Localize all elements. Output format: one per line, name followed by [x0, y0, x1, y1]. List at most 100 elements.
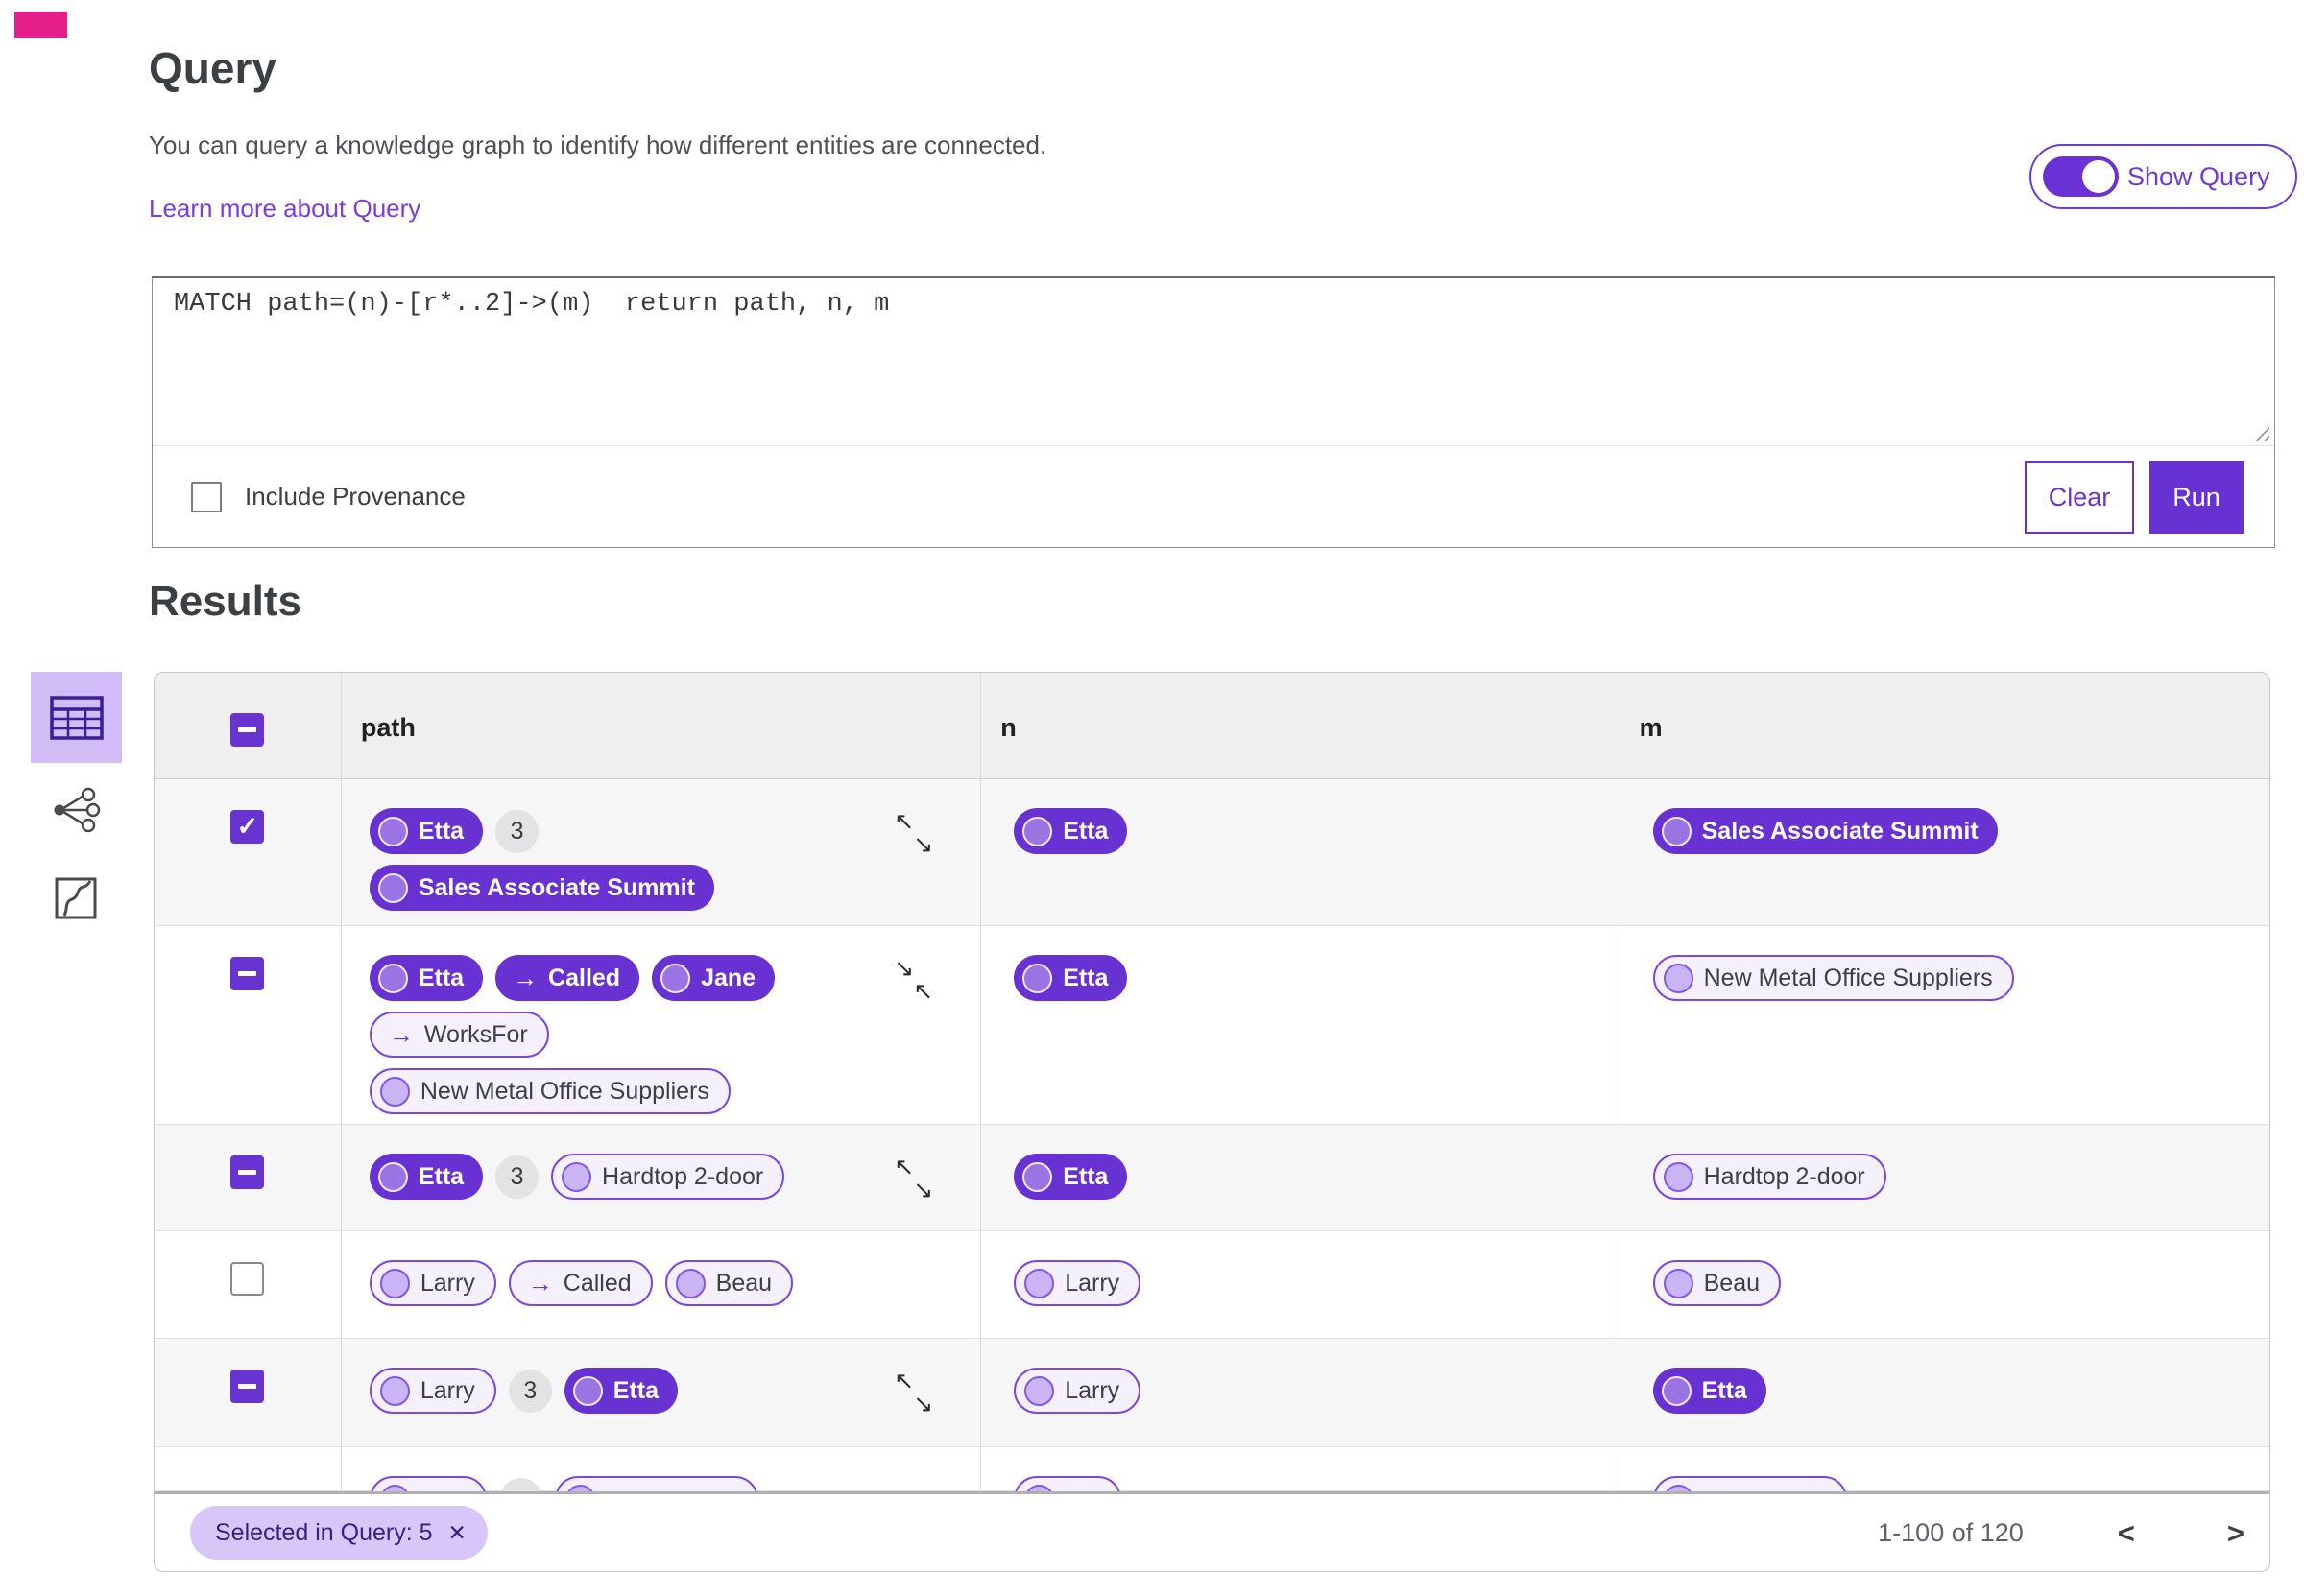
node-pill[interactable]: Jane: [652, 955, 776, 1001]
header-cell-n: n: [981, 673, 1620, 778]
node-circle-icon: [1022, 1161, 1053, 1192]
node-pill[interactable]: Beau: [664, 1260, 794, 1306]
node-circle-icon: [377, 872, 408, 903]
map-view-icon: [55, 877, 97, 919]
pill-label: Larry: [420, 1376, 475, 1404]
toggle-track-icon[interactable]: [2043, 156, 2119, 197]
selected-in-query-chip[interactable]: Selected in Query: 5 ✕: [190, 1506, 488, 1560]
query-input[interactable]: MATCH path=(n)-[r*..2]->(m) return path,…: [172, 288, 2249, 436]
row-checkbox[interactable]: ✓: [230, 810, 265, 844]
cell-line: [1014, 1476, 1619, 1491]
view-switch-table[interactable]: [31, 672, 122, 763]
table-cell-n: Larry: [981, 1339, 1620, 1446]
expand-icon[interactable]: ↖ ↘: [894, 1155, 940, 1205]
node-pill[interactable]: New Metal Office Suppliers: [1652, 955, 2014, 1001]
cell-line: Etta: [1014, 808, 1619, 854]
edge-pill[interactable]: → Called: [508, 1260, 653, 1306]
previous-page-button[interactable]: <: [2117, 1515, 2135, 1550]
node-circle-icon: [1024, 1268, 1055, 1298]
node-circle-icon: [1024, 1375, 1055, 1406]
table-cell-path: Larry 3 Etta ↖ ↘: [342, 1339, 982, 1446]
node-pill[interactable]: Etta: [369, 808, 484, 854]
show-query-toggle[interactable]: Show Query: [2029, 144, 2297, 209]
node-pill[interactable]: Etta: [1014, 1154, 1128, 1200]
node-circle-icon: [377, 816, 408, 846]
resize-handle-icon[interactable]: [2250, 424, 2269, 441]
arrow-glyph: ↖: [894, 1154, 915, 1180]
row-select-cell: [155, 926, 342, 1124]
node-pill[interactable]: Etta: [1014, 808, 1128, 854]
node-circle-icon: [379, 1484, 410, 1491]
node-pill[interactable]: [369, 1476, 487, 1491]
view-switch-map[interactable]: [52, 875, 100, 921]
node-pill[interactable]: Etta: [369, 1154, 484, 1200]
next-page-button[interactable]: >: [2226, 1515, 2244, 1550]
node-circle-icon: [1663, 963, 1693, 993]
row-select-cell: [155, 1447, 342, 1490]
pill-label: Called: [563, 1269, 632, 1297]
pill-label: Hardtop 2-door: [1703, 1162, 1865, 1190]
expand-icon[interactable]: ↖ ↘: [894, 1370, 940, 1419]
chip-label: Selected in Query: 5: [215, 1518, 433, 1546]
select-all-checkbox[interactable]: [230, 713, 265, 747]
row-select-cell: [155, 1339, 342, 1446]
arrow-right-icon: →: [513, 964, 539, 992]
row-checkbox[interactable]: [230, 1262, 265, 1296]
node-pill[interactable]: Sales Associate Summit: [1652, 808, 1998, 854]
arrow-glyph: ↘: [913, 831, 934, 858]
node-circle-icon: [379, 1268, 410, 1298]
node-pill[interactable]: Larry: [1014, 1260, 1141, 1306]
row-checkbox[interactable]: [230, 1370, 265, 1403]
table-row: Etta 3 Hardtop 2-door ↖ ↘ Etta Hardtop 2-door: [155, 1125, 2269, 1231]
node-pill[interactable]: New Metal Office Suppliers: [369, 1068, 731, 1114]
collapse-icon[interactable]: ↘ ↖: [894, 957, 940, 1007]
node-pill[interactable]: Larry: [369, 1260, 496, 1306]
node-pill[interactable]: Hardtop 2-door: [1652, 1154, 1886, 1200]
row-checkbox[interactable]: [230, 957, 265, 990]
expand-icon[interactable]: ↖ ↘: [894, 810, 940, 860]
results-scroll-area[interactable]: path n m ✓ Etta 3 Sales Associate Summit ↖ ↘ Etta…: [155, 673, 2269, 1494]
arrow-right-icon: →: [388, 1020, 414, 1049]
pill-label: Etta: [612, 1376, 660, 1404]
table-row: [155, 1447, 2269, 1491]
edge-pill[interactable]: → WorksFor: [369, 1012, 549, 1058]
node-pill[interactable]: [554, 1476, 758, 1491]
node-pill[interactable]: Hardtop 2-door: [551, 1154, 785, 1200]
column-header-label: m: [1639, 713, 1663, 742]
node-pill[interactable]: Larry: [1014, 1368, 1141, 1414]
arrow-glyph: ↘: [913, 1391, 934, 1417]
node-pill[interactable]: Beau: [1652, 1260, 1781, 1306]
edge-pill[interactable]: → Called: [495, 955, 640, 1001]
node-pill[interactable]: Etta: [1652, 1368, 1766, 1414]
indeterminate-icon: [238, 1170, 257, 1175]
chip-close-icon[interactable]: ✕: [447, 1519, 467, 1545]
node-circle-icon: [1024, 1484, 1055, 1491]
run-button[interactable]: Run: [2149, 461, 2244, 534]
row-checkbox[interactable]: [230, 1155, 265, 1189]
query-card-divider: [153, 445, 2274, 446]
node-circle-icon: [562, 1161, 592, 1192]
arrow-glyph: ↘: [913, 1177, 934, 1203]
node-pill[interactable]: Larry: [369, 1368, 496, 1414]
check-icon: ✓: [236, 812, 259, 841]
pill-label: New Metal Office Suppliers: [1703, 964, 1993, 991]
results-title: Results: [149, 578, 301, 625]
node-pill[interactable]: [1014, 1476, 1122, 1491]
node-pill[interactable]: Etta: [1014, 955, 1128, 1001]
node-pill[interactable]: Etta: [369, 955, 484, 1001]
table-header-row: path n m: [155, 673, 2269, 779]
learn-more-link[interactable]: Learn more about Query: [149, 194, 421, 223]
table-cell-m: Hardtop 2-door: [1620, 1125, 2269, 1230]
results-footer: Selected in Query: 5 ✕ 1-100 of 120 < >: [155, 1494, 2269, 1571]
node-pill[interactable]: Etta: [564, 1368, 679, 1414]
node-circle-icon: [379, 1076, 410, 1107]
view-switch-graph[interactable]: [48, 785, 104, 835]
node-pill[interactable]: Sales Associate Summit: [369, 865, 714, 911]
node-circle-icon: [377, 1161, 408, 1192]
clear-button[interactable]: Clear: [2025, 461, 2134, 534]
cell-line: Larry: [1014, 1260, 1619, 1306]
node-pill[interactable]: [1652, 1476, 1847, 1491]
include-provenance-checkbox[interactable]: [191, 481, 222, 512]
node-circle-icon: [1663, 1268, 1693, 1298]
cell-line: Etta: [1014, 1154, 1619, 1200]
